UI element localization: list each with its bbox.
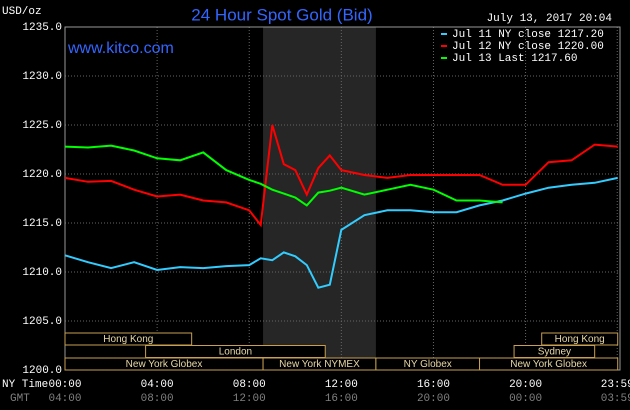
session-label: NY Globex xyxy=(404,359,452,370)
x-tick-label: 00:00 xyxy=(48,379,81,391)
session-label: Sydney xyxy=(538,347,571,358)
series-line xyxy=(64,144,503,207)
y-tick-label: 1230.0 xyxy=(22,71,62,83)
y-tick-label: 1220.0 xyxy=(22,169,62,181)
x-tick-label: 04:00 xyxy=(141,379,174,391)
session-label: New York Globex xyxy=(126,359,203,370)
session-label: Hong Kong xyxy=(103,334,153,345)
x2-tick-label: 03:59 xyxy=(601,393,630,405)
x-tick-label: 23:59 xyxy=(601,379,630,391)
y-tick-label: 1200.0 xyxy=(22,365,62,377)
session-box xyxy=(479,357,619,371)
session-label: New York NYMEX xyxy=(279,359,360,370)
x2-tick-label: 20:00 xyxy=(417,393,450,405)
y-label: USD/oz xyxy=(2,6,42,18)
x2-tick-label: 00:00 xyxy=(509,393,542,405)
session-label: New York Globex xyxy=(510,359,587,370)
x-label: NY Time xyxy=(2,379,48,391)
x2-tick-label: 04:00 xyxy=(48,393,81,405)
chart-title: 24 Hour Spot Gold (Bid) xyxy=(191,5,372,24)
legend-label: Jul 12 NY close 1220.00 xyxy=(452,41,604,53)
y-tick-label: 1215.0 xyxy=(22,218,62,230)
session-shade xyxy=(263,27,376,370)
x2-label: GMT xyxy=(10,393,30,405)
y-tick-label: 1210.0 xyxy=(22,267,62,279)
x-tick-label: 20:00 xyxy=(509,379,542,391)
legend-label: Jul 13 Last 1217.60 xyxy=(452,53,577,65)
date-label: July 13, 2017 20:04 xyxy=(487,13,613,25)
x2-tick-label: 16:00 xyxy=(325,393,358,405)
series-line xyxy=(64,124,618,228)
x2-tick-label: 08:00 xyxy=(141,393,174,405)
session-label: London xyxy=(219,347,252,358)
legend-label: Jul 11 NY close 1217.20 xyxy=(452,29,604,41)
x-tick-label: 12:00 xyxy=(325,379,358,391)
x-tick-label: 16:00 xyxy=(417,379,450,391)
x2-tick-label: 12:00 xyxy=(233,393,266,405)
site-label: www.kitco.com xyxy=(67,40,174,57)
y-tick-label: 1225.0 xyxy=(22,120,62,132)
x-tick-label: 08:00 xyxy=(233,379,266,391)
y-tick-label: 1205.0 xyxy=(22,316,62,328)
y-tick-label: 1235.0 xyxy=(22,22,62,34)
series-line xyxy=(64,176,618,289)
session-label: Hong Kong xyxy=(555,334,605,345)
session-box xyxy=(64,332,193,346)
